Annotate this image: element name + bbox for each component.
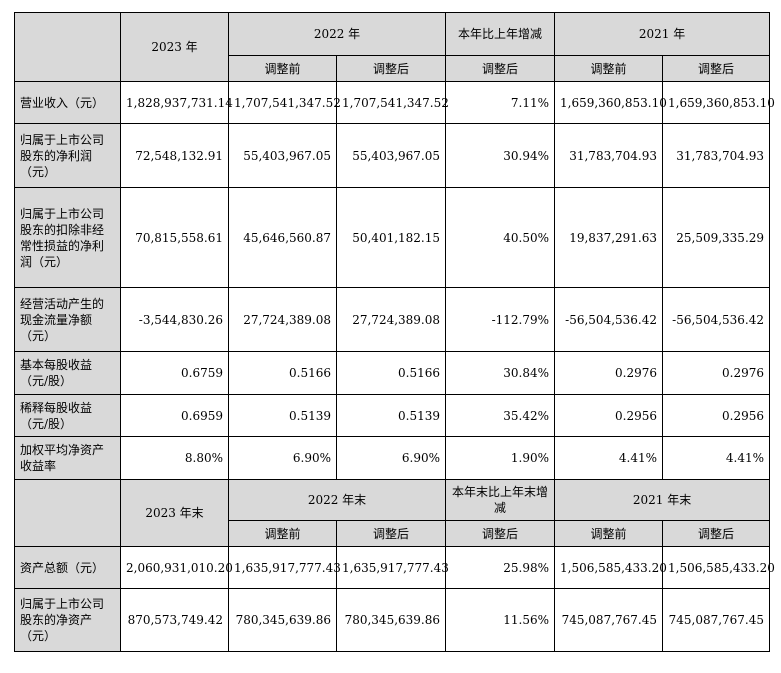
cell-change: 40.50% [445,187,556,288]
cell-change: 1.90% [445,436,556,480]
header-change: 本年比上年增减 [445,12,556,56]
header-2022-before: 调整前 [228,55,337,82]
cell-2022-before: 6.90% [228,436,337,480]
row-label: 加权平均净资产收益率 [14,436,121,480]
cell-change: 35.42% [445,394,556,437]
table-row: 加权平均净资产收益率 8.80% 6.90% 6.90% 1.90% 4.41%… [14,436,771,480]
header-2021-after: 调整后 [662,55,771,82]
cell-change: 30.84% [445,351,556,395]
cell-2022-before: 1,707,541,347.52 [228,81,341,124]
cell-2021-after: 31,783,704.93 [662,123,771,188]
cell-2023: 8.80% [120,436,229,480]
header-2023-end: 2023 年末 [120,479,229,547]
cell-2021-before: 745,087,767.45 [554,588,664,652]
cell-2021-after: 1,506,585,433.20 [662,546,775,589]
cell-2021-before: 1,506,585,433.20 [554,546,667,589]
row-label: 归属于上市公司股东的净利润（元） [14,123,121,188]
table-row: 归属于上市公司股东的扣除非经常性损益的净利润（元） 70,815,558.61 … [14,187,771,288]
cell-2022-after: 780,345,639.86 [335,588,447,652]
cell-2023: 1,828,937,731.14 [120,81,233,124]
header-2021-end: 2021 年末 [554,479,771,521]
cell-2021-after: 0.2956 [662,394,771,437]
cell-2023: 72,548,132.91 [120,123,229,188]
cell-2023: 2,060,931,010.20 [120,546,233,589]
cell-2022-before: 27,724,389.08 [228,287,337,352]
header-corner [14,12,121,82]
cell-change: -112.79% [445,287,556,352]
cell-2021-before: 1,659,360,853.10 [554,81,667,124]
cell-2022-after: 50,401,182.15 [335,187,447,288]
cell-2022-after: 1,707,541,347.52 [335,81,449,124]
cell-2021-before: 31,783,704.93 [554,123,664,188]
row-label: 资产总额（元） [14,546,121,589]
cell-2021-after: -56,504,536.42 [662,287,771,352]
header-2022-end: 2022 年末 [227,479,447,521]
row-label: 基本每股收益（元/股） [14,351,121,395]
cell-change: 25.98% [445,546,556,589]
table-row: 营业收入（元） 1,828,937,731.14 1,707,541,347.5… [14,81,775,124]
header-2021-before: 调整前 [554,55,664,82]
table-row: 归属于上市公司股东的净利润（元） 72,548,132.91 55,403,96… [14,123,771,188]
cell-2023: 0.6959 [120,394,229,437]
header-2022: 2022 年 [227,12,447,56]
row-label: 归属于上市公司股东的净资产（元） [14,588,121,652]
cell-2022-after: 27,724,389.08 [335,287,447,352]
header-2023: 2023 年 [120,12,229,82]
cell-2022-after: 0.5139 [335,394,447,437]
cell-2021-after: 0.2976 [662,351,771,395]
row-label: 营业收入（元） [14,81,121,124]
header-change-end-after: 调整后 [445,520,556,547]
header-row-4: 调整前 调整后 调整后 调整前 调整后 [15,520,771,547]
header-2021-end-after: 调整后 [662,520,771,547]
cell-2023: 0.6759 [120,351,229,395]
cell-2021-before: 4.41% [554,436,664,480]
header-2022-end-after: 调整后 [335,520,447,547]
cell-2023: -3,544,830.26 [120,287,229,352]
header-2021: 2021 年 [554,12,771,56]
header-change-end: 本年末比上年末增减 [445,479,556,521]
cell-2022-before: 0.5139 [228,394,337,437]
cell-2021-after: 1,659,360,853.10 [662,81,775,124]
cell-2021-before: 0.2956 [554,394,664,437]
table-row: 归属于上市公司股东的净资产（元） 870,573,749.42 780,345,… [14,588,771,652]
cell-2022-before: 0.5166 [228,351,337,395]
financial-summary-table: 2023 年 2022 年 本年比上年增减 2021 年 调整前 调整后 调整后… [14,12,775,652]
table-row: 基本每股收益（元/股） 0.6759 0.5166 0.5166 30.84% … [14,351,771,395]
cell-2021-after: 745,087,767.45 [662,588,771,652]
cell-2022-after: 6.90% [335,436,447,480]
cell-2022-before: 1,635,917,777.43 [228,546,341,589]
cell-2021-after: 25,509,335.29 [662,187,771,288]
cell-2023: 870,573,749.42 [120,588,229,652]
cell-2022-before: 780,345,639.86 [228,588,337,652]
table-row: 资产总额（元） 2,060,931,010.20 1,635,917,777.4… [14,546,775,589]
cell-change: 7.11% [445,81,556,124]
row-label: 归属于上市公司股东的扣除非经常性损益的净利润（元） [14,187,121,288]
row-label: 稀释每股收益（元/股） [14,394,121,437]
cell-2023: 70,815,558.61 [120,187,229,288]
header-change-after: 调整后 [445,55,556,82]
table-row: 稀释每股收益（元/股） 0.6959 0.5139 0.5139 35.42% … [14,394,771,437]
cell-2021-before: 19,837,291.63 [554,187,664,288]
header-row-3: 2023 年末 2022 年末 本年末比上年末增减 2021 年末 [14,479,771,547]
cell-2022-after: 1,635,917,777.43 [335,546,449,589]
header-row-1: 2023 年 2022 年 本年比上年增减 2021 年 [14,12,771,82]
table-row: 经营活动产生的现金流量净额（元） -3,544,830.26 27,724,38… [14,287,771,352]
cell-2022-before: 55,403,967.05 [228,123,337,188]
row-label: 经营活动产生的现金流量净额（元） [14,287,121,352]
cell-2022-after: 55,403,967.05 [335,123,447,188]
header-corner-2 [14,479,121,547]
header-row-2: 调整前 调整后 调整后 调整前 调整后 [15,55,771,82]
cell-2021-before: 0.2976 [554,351,664,395]
header-2021-end-before: 调整前 [554,520,664,547]
header-2022-after: 调整后 [335,55,447,82]
cell-change: 11.56% [445,588,556,652]
cell-change: 30.94% [445,123,556,188]
cell-2022-before: 45,646,560.87 [228,187,337,288]
cell-2021-before: -56,504,536.42 [554,287,664,352]
cell-2021-after: 4.41% [662,436,771,480]
header-2022-end-before: 调整前 [228,520,337,547]
cell-2022-after: 0.5166 [335,351,447,395]
